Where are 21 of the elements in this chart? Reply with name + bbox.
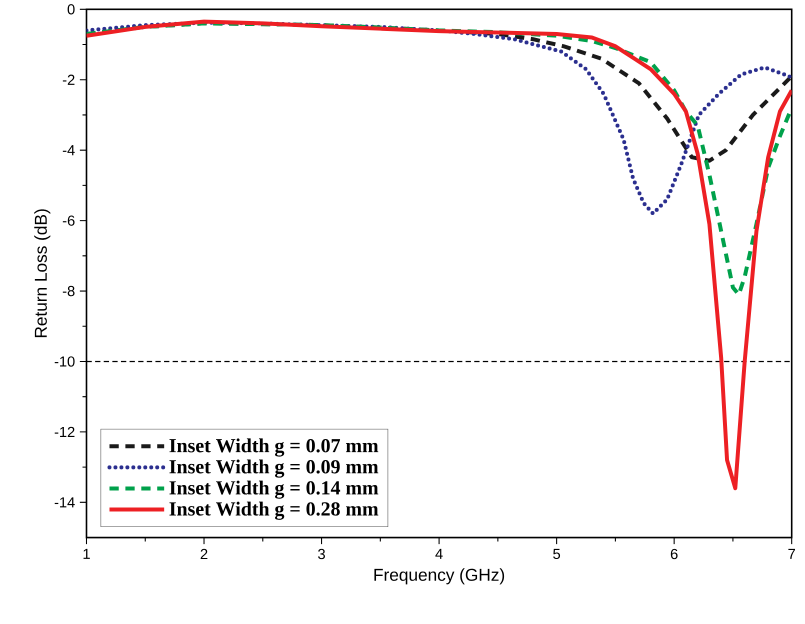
legend-label: Inset Width g = 0.14 mm [169,480,378,499]
y-tick-label: -6 [62,215,75,226]
y-axis-title: Return Loss (dB) [34,209,50,338]
x-tick-label: 5 [553,548,560,560]
x-tick-label: 2 [200,548,208,560]
x-tick-label: 6 [670,548,678,560]
legend-label: Inset Width g = 0.09 mm [169,459,378,478]
x-axis-title: Frequency (GHz) [374,568,504,584]
legend-label: Inset Width g = 0.07 mm [169,438,378,457]
x-tick-label: 3 [318,548,325,560]
y-tick-label: 0 [68,4,75,14]
y-tick-label: -4 [62,145,75,156]
y-tick-label: -10 [54,356,75,367]
legend-label: Inset Width g = 0.28 mm [169,502,378,520]
y-tick-label: -2 [62,74,74,85]
x-tick-label: 1 [84,548,90,559]
x-tick-label: 4 [435,548,443,559]
y-tick-label: -12 [54,426,74,437]
y-tick-label: -14 [54,497,75,508]
x-tick-label: 7 [788,548,796,559]
y-tick-label: -8 [62,286,75,296]
